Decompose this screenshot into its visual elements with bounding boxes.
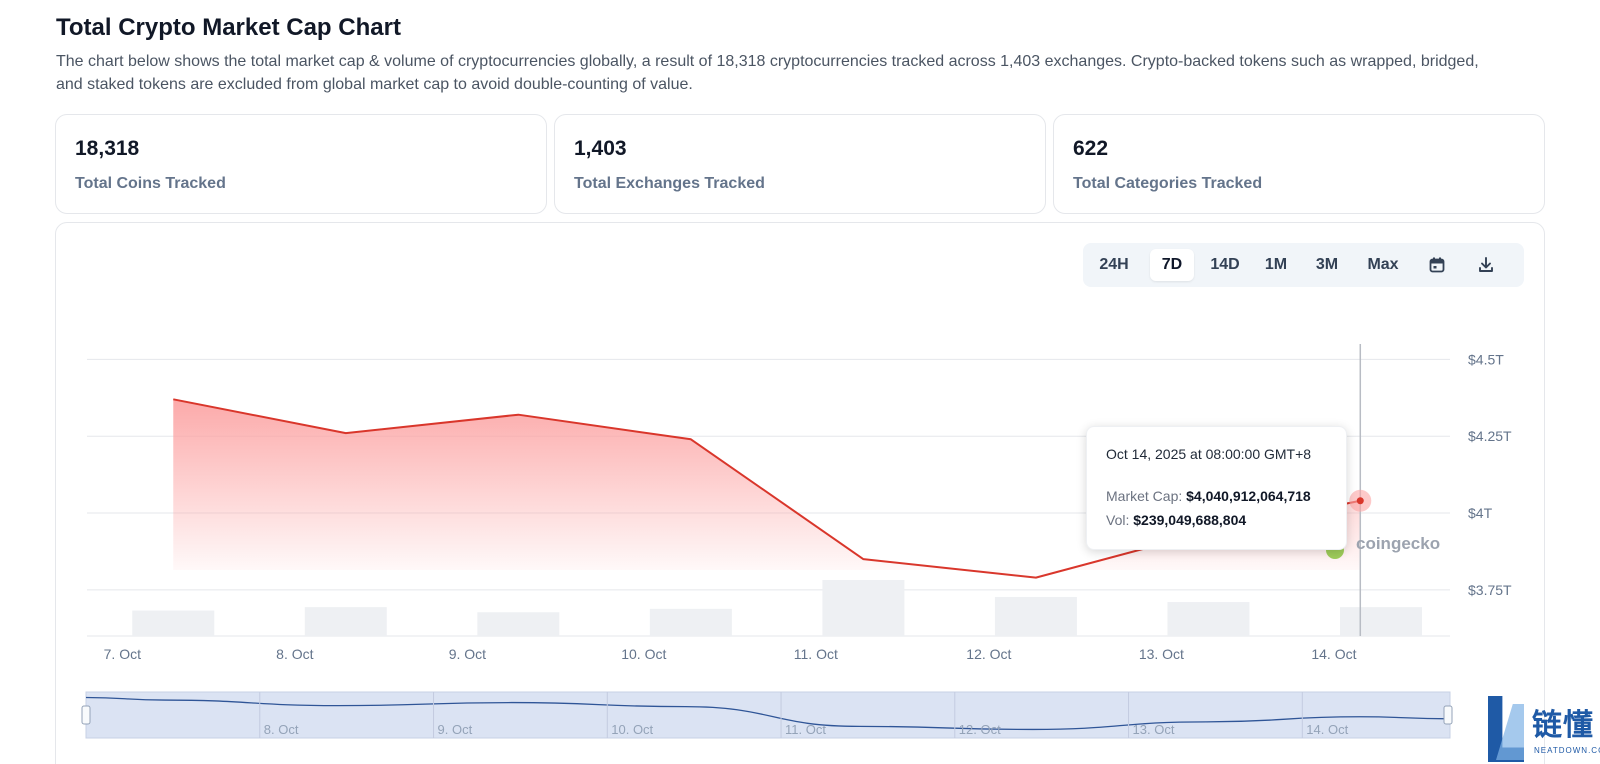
page-title: Total Crypto Market Cap Chart <box>56 14 401 41</box>
logo-subtext: NEATDOWN.COM <box>1534 746 1600 755</box>
x-tick-label: 8. Oct <box>276 646 313 662</box>
volume-bar <box>132 610 215 636</box>
stat-label: Total Coins Tracked <box>75 175 226 192</box>
hover-point <box>1356 497 1364 505</box>
volume-bar <box>304 607 387 636</box>
x-tick-label: 12. Oct <box>966 646 1011 662</box>
navigator-tick-label: 10. Oct <box>611 722 653 737</box>
navigator-handle-right[interactable] <box>1443 705 1453 725</box>
tooltip-volume-value: $239,049,688,804 <box>1133 512 1247 528</box>
navigator-tick-label: 11. Oct <box>785 722 826 737</box>
range-button-7d[interactable]: 7D <box>1150 249 1194 281</box>
tooltip-market-cap-value: $4,040,912,064,718 <box>1186 488 1311 504</box>
navigator-tick-label: 13. Oct <box>1133 722 1175 737</box>
y-tick-label: $4.25T <box>1468 428 1512 444</box>
volume-bar <box>822 580 905 636</box>
stat-card-categories: 622 Total Categories Tracked <box>1053 114 1545 214</box>
stat-label: Total Exchanges Tracked <box>574 175 765 192</box>
neatdown-logo: 链懂 NEATDOWN.COM <box>1488 694 1600 764</box>
y-tick-label: $3.75T <box>1468 582 1512 598</box>
stat-value: 18,318 <box>75 137 140 160</box>
stat-card-coins: 18,318 Total Coins Tracked <box>55 114 547 214</box>
navigator-tick-label: 9. Oct <box>438 722 473 737</box>
x-tick-label: 11. Oct <box>794 646 838 662</box>
volume-bar <box>1167 602 1250 636</box>
navigator-handle-left[interactable] <box>81 705 91 725</box>
navigator-tick-label: 14. Oct <box>1306 722 1348 737</box>
tooltip-volume: Vol: $239,049,688,804 <box>1106 512 1246 528</box>
navigator-line <box>85 696 1451 731</box>
tooltip-volume-label: Vol: <box>1106 512 1130 528</box>
logo-text: 链懂 <box>1532 709 1594 742</box>
volume-bar <box>477 612 560 636</box>
stat-label: Total Categories Tracked <box>1073 175 1263 192</box>
tooltip-market-cap-label: Market Cap: <box>1106 488 1183 504</box>
range-button-1m[interactable]: 1M <box>1264 256 1288 273</box>
calendar-icon[interactable] <box>1419 249 1455 281</box>
range-button-3m[interactable]: 3M <box>1315 256 1339 273</box>
chart-tooltip: Oct 14, 2025 at 08:00:00 GMT+8 Market Ca… <box>1086 426 1347 550</box>
range-button-24h[interactable]: 24H <box>1099 256 1129 273</box>
x-tick-label: 14. Oct <box>1311 646 1356 662</box>
stat-value: 1,403 <box>574 137 627 160</box>
tooltip-market-cap: Market Cap: $4,040,912,064,718 <box>1106 488 1311 504</box>
navigator-tick-label: 12. Oct <box>959 722 1001 737</box>
watermark: coingecko <box>1356 534 1441 553</box>
range-button-14d[interactable]: 14D <box>1210 256 1240 273</box>
x-tick-label: 9. Oct <box>449 646 486 662</box>
volume-bar <box>994 596 1077 636</box>
range-selector: 24H 7D 14D 1M 3M Max <box>1083 243 1524 287</box>
y-tick-label: $4.5T <box>1468 351 1504 367</box>
market-cap-area <box>173 399 1361 578</box>
stat-value: 622 <box>1073 137 1109 160</box>
x-tick-label: 10. Oct <box>621 646 666 662</box>
tooltip-date: Oct 14, 2025 at 08:00:00 GMT+8 <box>1106 446 1312 462</box>
stat-card-exchanges: 1,403 Total Exchanges Tracked <box>554 114 1046 214</box>
x-tick-label: 7. Oct <box>104 646 141 662</box>
volume-bar <box>1339 607 1422 636</box>
volume-bar <box>649 608 732 636</box>
page-description: The chart below shows the total market c… <box>56 53 1479 93</box>
y-tick-label: $4T <box>1468 505 1493 521</box>
download-icon[interactable] <box>1468 249 1504 281</box>
x-tick-label: 13. Oct <box>1139 646 1184 662</box>
range-button-max[interactable]: Max <box>1367 256 1399 273</box>
navigator-tick-label: 8. Oct <box>264 722 299 737</box>
